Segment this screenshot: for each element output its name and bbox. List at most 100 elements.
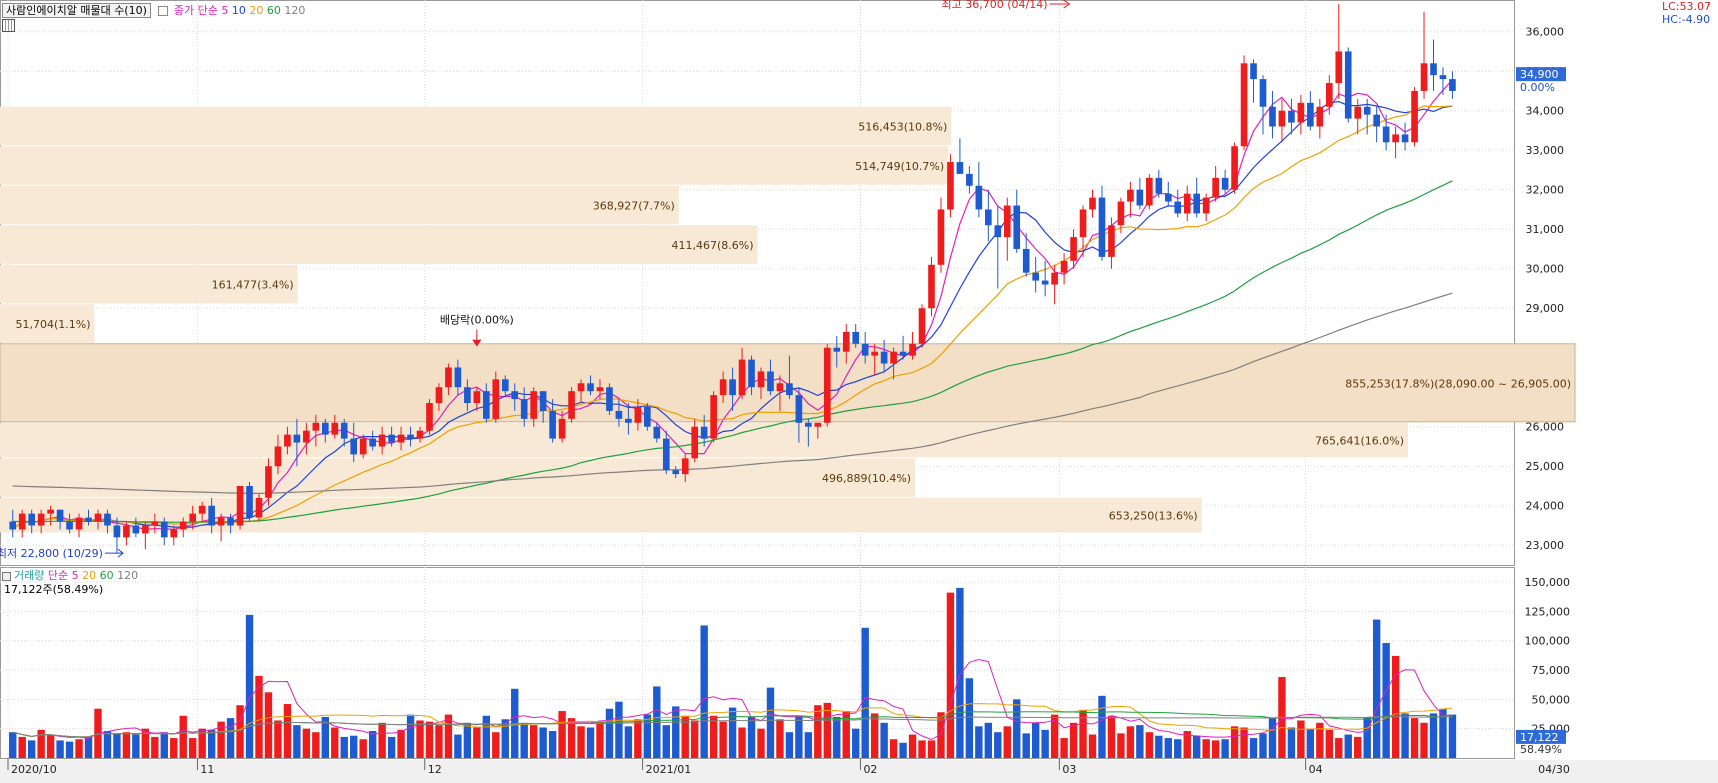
candle-body xyxy=(833,347,841,352)
volume-bar xyxy=(738,727,746,758)
candle-body xyxy=(729,379,736,396)
candle-body xyxy=(1146,177,1153,206)
candle-body xyxy=(1411,90,1418,143)
x-axis-label: 03 xyxy=(1062,763,1076,776)
x-axis-label: 02 xyxy=(863,763,877,776)
volume-bar xyxy=(804,732,813,758)
volume-bar xyxy=(918,740,926,758)
volume-axis-label: 75,000 xyxy=(1532,664,1571,677)
volume-axis-label: 50,000 xyxy=(1532,693,1571,706)
candle-body xyxy=(160,521,168,538)
price-axis-label: 34,000 xyxy=(1526,105,1565,118)
price-legend-item[interactable]: 120 xyxy=(284,4,306,17)
grid-icon[interactable] xyxy=(2,19,15,35)
volume-bar xyxy=(387,736,396,758)
candle-body xyxy=(1221,177,1229,190)
volume-bar xyxy=(236,705,244,758)
candle-body xyxy=(852,331,860,344)
price-axis-label: 30,000 xyxy=(1526,263,1565,276)
volume-bar xyxy=(776,719,784,758)
candle-body xyxy=(1127,189,1134,202)
volume-bar xyxy=(103,731,112,758)
volume-profile-label: 516,453(10.8%) xyxy=(858,121,947,134)
candle-body xyxy=(1060,260,1068,273)
price-legend-item[interactable]: 60 xyxy=(266,4,285,17)
volume-bar xyxy=(1259,733,1267,758)
candle-body xyxy=(644,406,651,427)
candle-body xyxy=(66,521,73,530)
candle-body xyxy=(331,422,339,435)
volume-axis-label: 100,000 xyxy=(1525,635,1571,648)
candle-body xyxy=(9,521,17,530)
x-axis-label: 12 xyxy=(428,763,442,776)
candle-body xyxy=(397,434,405,443)
candle-body xyxy=(587,383,594,392)
volume-bar xyxy=(1382,643,1390,758)
volume-bar xyxy=(709,715,718,758)
price-legend: 사람인에이치알 매물대 수(10) 종가 단순 5 10 20 60 120 xyxy=(2,2,305,18)
candle-body xyxy=(378,434,386,447)
price-axis-label: 23,000 xyxy=(1526,539,1565,552)
price-legend-item[interactable]: 10 xyxy=(231,4,250,17)
price-legend-item[interactable]: 종가 단순 5 xyxy=(173,4,232,17)
price-axis-label: 33,000 xyxy=(1526,144,1565,157)
candle-body xyxy=(890,351,897,364)
volume-bar xyxy=(1249,738,1258,758)
volume-bar xyxy=(728,707,737,758)
volume-bar xyxy=(927,740,936,758)
volume-bar xyxy=(861,627,869,758)
volume-bar xyxy=(994,732,1002,758)
volume-bar xyxy=(567,718,576,758)
volume-bar xyxy=(539,727,547,758)
volume-bar xyxy=(1126,726,1135,758)
candle-body xyxy=(1325,83,1333,107)
volume-legend-item[interactable]: 120 xyxy=(117,569,139,582)
volume-bar xyxy=(1098,695,1106,758)
volume-bar xyxy=(1230,726,1239,758)
volume-axis-label: 125,000 xyxy=(1525,605,1571,618)
candle-body xyxy=(445,367,452,388)
legend-ma-icon xyxy=(158,6,169,16)
candle-body xyxy=(123,525,130,538)
x-axis-right-label: 04/30 xyxy=(1538,763,1570,776)
current-change-label: 0.00% xyxy=(1520,81,1555,94)
candle-body xyxy=(208,505,215,526)
event-annotation: 배당락(0.00%) xyxy=(440,314,514,327)
candle-body xyxy=(975,185,983,210)
volume-ma-line xyxy=(12,658,1453,741)
indicator-title-button[interactable]: 사람인에이치알 매물대 수(10) xyxy=(2,3,151,18)
volume-legend-item[interactable]: 20 xyxy=(82,569,100,582)
volume-bar xyxy=(1155,735,1163,758)
volume-bar xyxy=(1050,714,1059,758)
candle-body xyxy=(1108,225,1115,257)
candle-body xyxy=(568,391,575,419)
candle-body xyxy=(1022,248,1030,273)
candle-body xyxy=(994,225,1002,238)
volume-profile-bar xyxy=(0,343,1576,423)
candle-body xyxy=(1449,79,1456,91)
candle-body xyxy=(662,438,670,471)
candle-body xyxy=(113,525,121,538)
high-arrow-icon xyxy=(1049,0,1071,9)
volume-legend-item[interactable]: 단순 5 xyxy=(47,569,83,582)
candle-body xyxy=(293,434,301,443)
volume-bar xyxy=(492,732,500,758)
volume-profile-label: 368,927(7.7%) xyxy=(593,200,675,213)
volume-legend-item[interactable]: 거래량 xyxy=(14,569,48,582)
price-legend-item[interactable]: 20 xyxy=(249,4,267,17)
volume-bar xyxy=(1363,716,1371,758)
candle-body xyxy=(823,347,831,423)
volume-bar xyxy=(1297,720,1305,758)
volume-legend-item[interactable]: 60 xyxy=(99,569,118,582)
volume-bar xyxy=(1287,727,1296,758)
candle-body xyxy=(1089,197,1096,210)
volume-profile-label: 855,253(17.8%)(28,090.00 ~ 26,905.00) xyxy=(1345,377,1571,390)
volume-bar xyxy=(264,692,273,758)
candle-body xyxy=(274,446,282,467)
volume-profile-label: 765,641(16.0%) xyxy=(1315,435,1404,448)
volume-profile-label: 653,250(13.6%) xyxy=(1109,510,1198,523)
price-axis-label: 29,000 xyxy=(1526,302,1565,315)
volume-bar xyxy=(586,727,595,758)
volume-bar xyxy=(1164,738,1172,758)
